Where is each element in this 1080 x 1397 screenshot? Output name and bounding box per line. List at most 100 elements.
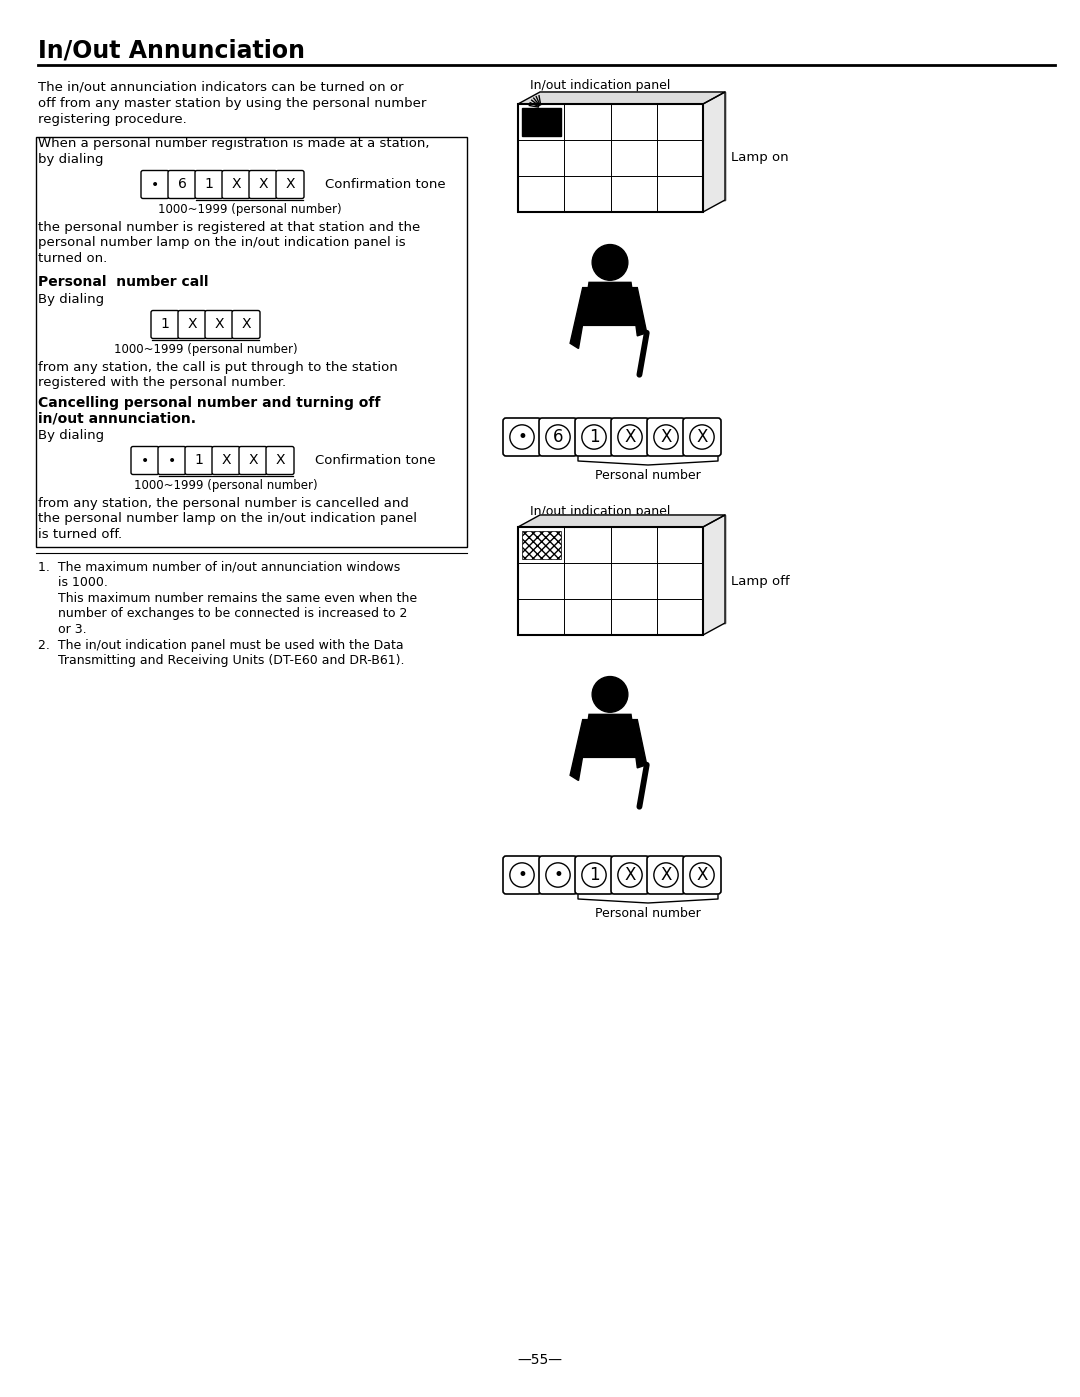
- Text: Personal number: Personal number: [595, 907, 701, 921]
- FancyBboxPatch shape: [266, 447, 294, 475]
- Text: X: X: [221, 454, 231, 468]
- Text: X: X: [214, 317, 224, 331]
- Text: X: X: [275, 454, 285, 468]
- Circle shape: [618, 425, 643, 450]
- FancyBboxPatch shape: [158, 447, 186, 475]
- FancyBboxPatch shape: [222, 170, 249, 198]
- Polygon shape: [631, 288, 647, 335]
- FancyBboxPatch shape: [168, 170, 195, 198]
- FancyBboxPatch shape: [195, 170, 222, 198]
- Text: •: •: [517, 427, 527, 446]
- Polygon shape: [631, 719, 647, 768]
- Polygon shape: [703, 92, 725, 212]
- Text: 1: 1: [589, 866, 599, 884]
- FancyBboxPatch shape: [683, 418, 721, 455]
- Text: Lamp on: Lamp on: [731, 151, 788, 165]
- Circle shape: [592, 676, 627, 712]
- Text: 1: 1: [194, 454, 203, 468]
- Polygon shape: [540, 92, 725, 200]
- Circle shape: [582, 863, 606, 887]
- FancyBboxPatch shape: [212, 447, 240, 475]
- Circle shape: [653, 863, 678, 887]
- Text: Personal  number call: Personal number call: [38, 275, 208, 289]
- FancyBboxPatch shape: [647, 418, 685, 455]
- Text: X: X: [248, 454, 258, 468]
- Text: Cancelling personal number and turning off: Cancelling personal number and turning o…: [38, 395, 380, 409]
- Text: 1.  The maximum number of in/out annunciation windows: 1. The maximum number of in/out annuncia…: [38, 562, 401, 574]
- Text: X: X: [624, 866, 636, 884]
- Text: This maximum number remains the same even when the: This maximum number remains the same eve…: [38, 592, 417, 605]
- FancyBboxPatch shape: [276, 170, 303, 198]
- Text: X: X: [187, 317, 197, 331]
- Polygon shape: [583, 282, 637, 326]
- Circle shape: [690, 425, 714, 450]
- Text: •: •: [140, 454, 149, 468]
- FancyBboxPatch shape: [232, 310, 260, 338]
- Text: in/out annunciation.: in/out annunciation.: [38, 412, 195, 426]
- Polygon shape: [540, 515, 725, 623]
- FancyBboxPatch shape: [249, 170, 276, 198]
- Text: personal number lamp on the in/out indication panel is: personal number lamp on the in/out indic…: [38, 236, 406, 249]
- Text: X: X: [285, 177, 295, 191]
- Text: X: X: [697, 866, 707, 884]
- Text: •: •: [517, 866, 527, 884]
- Bar: [522, 531, 561, 559]
- Text: 6: 6: [553, 427, 564, 446]
- FancyBboxPatch shape: [151, 310, 179, 338]
- FancyBboxPatch shape: [611, 418, 649, 455]
- Circle shape: [510, 863, 535, 887]
- Text: number of exchanges to be connected is increased to 2: number of exchanges to be connected is i…: [38, 608, 407, 620]
- Text: registered with the personal number.: registered with the personal number.: [38, 376, 286, 388]
- FancyBboxPatch shape: [131, 447, 159, 475]
- Text: Confirmation tone: Confirmation tone: [325, 177, 446, 191]
- Text: •: •: [553, 866, 563, 884]
- Text: 1: 1: [204, 177, 214, 191]
- FancyBboxPatch shape: [503, 418, 541, 455]
- Bar: [522, 108, 561, 137]
- Text: from any station, the call is put through to the station: from any station, the call is put throug…: [38, 360, 397, 373]
- Circle shape: [545, 425, 570, 450]
- Text: •: •: [151, 177, 159, 191]
- Circle shape: [592, 244, 627, 281]
- Text: —55—: —55—: [517, 1354, 563, 1368]
- Text: •: •: [167, 454, 176, 468]
- Circle shape: [690, 863, 714, 887]
- Text: the personal number lamp on the in/out indication panel: the personal number lamp on the in/out i…: [38, 511, 417, 525]
- Text: from any station, the personal number is cancelled and: from any station, the personal number is…: [38, 496, 409, 510]
- Text: X: X: [231, 177, 241, 191]
- FancyBboxPatch shape: [178, 310, 206, 338]
- Circle shape: [545, 863, 570, 887]
- Text: 1: 1: [161, 317, 170, 331]
- FancyBboxPatch shape: [539, 418, 577, 455]
- Text: 6: 6: [177, 177, 187, 191]
- FancyBboxPatch shape: [503, 856, 541, 894]
- FancyBboxPatch shape: [575, 856, 613, 894]
- Circle shape: [582, 425, 606, 450]
- Text: In/out indication panel: In/out indication panel: [530, 504, 671, 518]
- Bar: [36, 137, 467, 548]
- Text: off from any master station by using the personal number: off from any master station by using the…: [38, 96, 427, 110]
- Text: X: X: [624, 427, 636, 446]
- Text: X: X: [660, 866, 672, 884]
- Text: Transmitting and Receiving Units (DT-E60 and DR-B61).: Transmitting and Receiving Units (DT-E60…: [38, 654, 405, 666]
- Circle shape: [618, 863, 643, 887]
- Text: When a personal number registration is made at a station,: When a personal number registration is m…: [38, 137, 430, 149]
- Polygon shape: [703, 515, 725, 636]
- Circle shape: [653, 425, 678, 450]
- Polygon shape: [583, 714, 637, 757]
- Text: is turned off.: is turned off.: [38, 528, 122, 541]
- Text: Lamp off: Lamp off: [731, 574, 789, 588]
- FancyBboxPatch shape: [647, 856, 685, 894]
- Text: 1000~1999 (personal number): 1000~1999 (personal number): [113, 342, 297, 355]
- FancyBboxPatch shape: [611, 856, 649, 894]
- Text: the personal number is registered at that station and the: the personal number is registered at tha…: [38, 221, 420, 233]
- Text: 1000~1999 (personal number): 1000~1999 (personal number): [134, 479, 318, 492]
- Text: X: X: [660, 427, 672, 446]
- Text: is 1000.: is 1000.: [38, 577, 108, 590]
- Circle shape: [510, 425, 535, 450]
- Text: or 3.: or 3.: [38, 623, 86, 636]
- Text: 1: 1: [589, 427, 599, 446]
- FancyBboxPatch shape: [239, 447, 267, 475]
- Text: turned on.: turned on.: [38, 251, 107, 264]
- Text: 2.  The in/out indication panel must be used with the Data: 2. The in/out indication panel must be u…: [38, 638, 404, 651]
